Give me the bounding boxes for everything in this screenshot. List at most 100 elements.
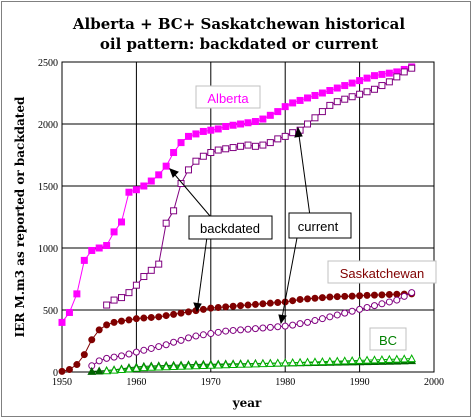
data-point bbox=[110, 228, 118, 236]
data-point bbox=[155, 343, 163, 351]
data-point bbox=[289, 297, 297, 305]
data-point bbox=[214, 328, 222, 336]
data-point bbox=[118, 317, 126, 325]
data-point bbox=[311, 114, 319, 122]
data-point bbox=[408, 289, 416, 297]
data-point bbox=[109, 365, 119, 374]
data-point bbox=[199, 152, 207, 160]
label-box-alberta bbox=[195, 85, 261, 109]
series-label-saskatchewan: Saskatchewan bbox=[340, 266, 425, 281]
data-point bbox=[176, 361, 186, 370]
data-point bbox=[140, 273, 148, 281]
data-point bbox=[259, 324, 267, 332]
data-point bbox=[274, 108, 282, 116]
data-point bbox=[229, 144, 237, 152]
data-point bbox=[80, 351, 88, 359]
data-point bbox=[229, 302, 237, 310]
data-point bbox=[385, 298, 393, 306]
data-point bbox=[348, 307, 356, 315]
data-point bbox=[170, 310, 178, 318]
data-point bbox=[392, 354, 402, 363]
data-point bbox=[370, 85, 378, 93]
data-point bbox=[102, 366, 111, 375]
data-point bbox=[132, 363, 141, 372]
data-point bbox=[281, 103, 289, 111]
data-point bbox=[385, 354, 394, 363]
data-point bbox=[170, 207, 178, 215]
data-point bbox=[177, 180, 185, 188]
data-point bbox=[303, 357, 312, 366]
data-point bbox=[199, 305, 207, 313]
data-point bbox=[244, 325, 252, 333]
arrowhead-backdated-saskatchewan bbox=[193, 302, 202, 313]
data-point bbox=[274, 135, 282, 143]
data-point bbox=[65, 308, 73, 316]
data-point bbox=[363, 88, 371, 96]
data-point bbox=[243, 359, 253, 368]
data-point bbox=[407, 354, 417, 363]
data-point bbox=[199, 360, 208, 370]
data-point bbox=[266, 299, 274, 307]
arrow-current-saskatchewan bbox=[280, 237, 298, 324]
data-point bbox=[304, 120, 312, 128]
data-point bbox=[237, 326, 245, 334]
data-point bbox=[348, 79, 356, 87]
data-point bbox=[229, 326, 237, 334]
data-point bbox=[318, 357, 327, 366]
data-point bbox=[170, 149, 178, 157]
label-box-current bbox=[288, 212, 352, 239]
data-point bbox=[258, 359, 268, 368]
note-backdated: backdated bbox=[200, 221, 260, 236]
data-point bbox=[289, 321, 297, 329]
chart-title-line-2: oil pattern: backdated or current bbox=[100, 35, 378, 53]
data-point bbox=[73, 290, 81, 298]
data-point bbox=[73, 361, 81, 369]
data-point bbox=[213, 360, 223, 369]
data-point bbox=[206, 360, 216, 369]
x-tick-label: 1990 bbox=[350, 377, 370, 388]
data-point bbox=[236, 359, 245, 368]
data-point bbox=[199, 331, 207, 339]
data-point bbox=[192, 130, 200, 138]
series-label-bc: BC bbox=[379, 333, 397, 348]
y-axis-label: IER M.m3 as reported or backdated bbox=[13, 96, 27, 337]
data-point bbox=[356, 77, 364, 85]
data-point bbox=[393, 296, 401, 304]
data-point bbox=[192, 157, 200, 165]
data-point bbox=[162, 312, 170, 320]
series-saskatchewan-current bbox=[88, 289, 416, 370]
data-point bbox=[103, 242, 111, 250]
data-point bbox=[207, 304, 215, 312]
data-point bbox=[333, 84, 341, 92]
data-point bbox=[147, 177, 155, 185]
data-point bbox=[341, 309, 349, 317]
data-point bbox=[110, 296, 118, 304]
data-point bbox=[378, 300, 386, 308]
data-point bbox=[318, 315, 326, 323]
data-point bbox=[251, 142, 259, 150]
data-point bbox=[348, 292, 356, 300]
data-point bbox=[125, 188, 133, 196]
data-point bbox=[347, 356, 357, 365]
data-point bbox=[58, 367, 66, 375]
data-point bbox=[296, 96, 304, 104]
data-point bbox=[132, 281, 140, 289]
series-alberta-current bbox=[103, 64, 416, 309]
data-point bbox=[147, 344, 155, 352]
x-axis-ticks: 1950 1960 1970 1980 1990 2000 bbox=[52, 377, 444, 388]
data-point bbox=[333, 293, 341, 301]
data-point bbox=[155, 313, 163, 321]
data-point bbox=[207, 149, 215, 157]
data-point bbox=[318, 108, 326, 116]
data-point bbox=[378, 82, 386, 90]
label-box-backdated bbox=[188, 215, 273, 240]
data-point bbox=[244, 141, 252, 149]
x-tick-label: 2000 bbox=[424, 377, 444, 388]
data-point bbox=[333, 311, 341, 319]
data-point bbox=[363, 74, 371, 82]
data-point bbox=[177, 336, 185, 344]
data-point bbox=[362, 355, 372, 364]
data-point bbox=[184, 132, 192, 140]
